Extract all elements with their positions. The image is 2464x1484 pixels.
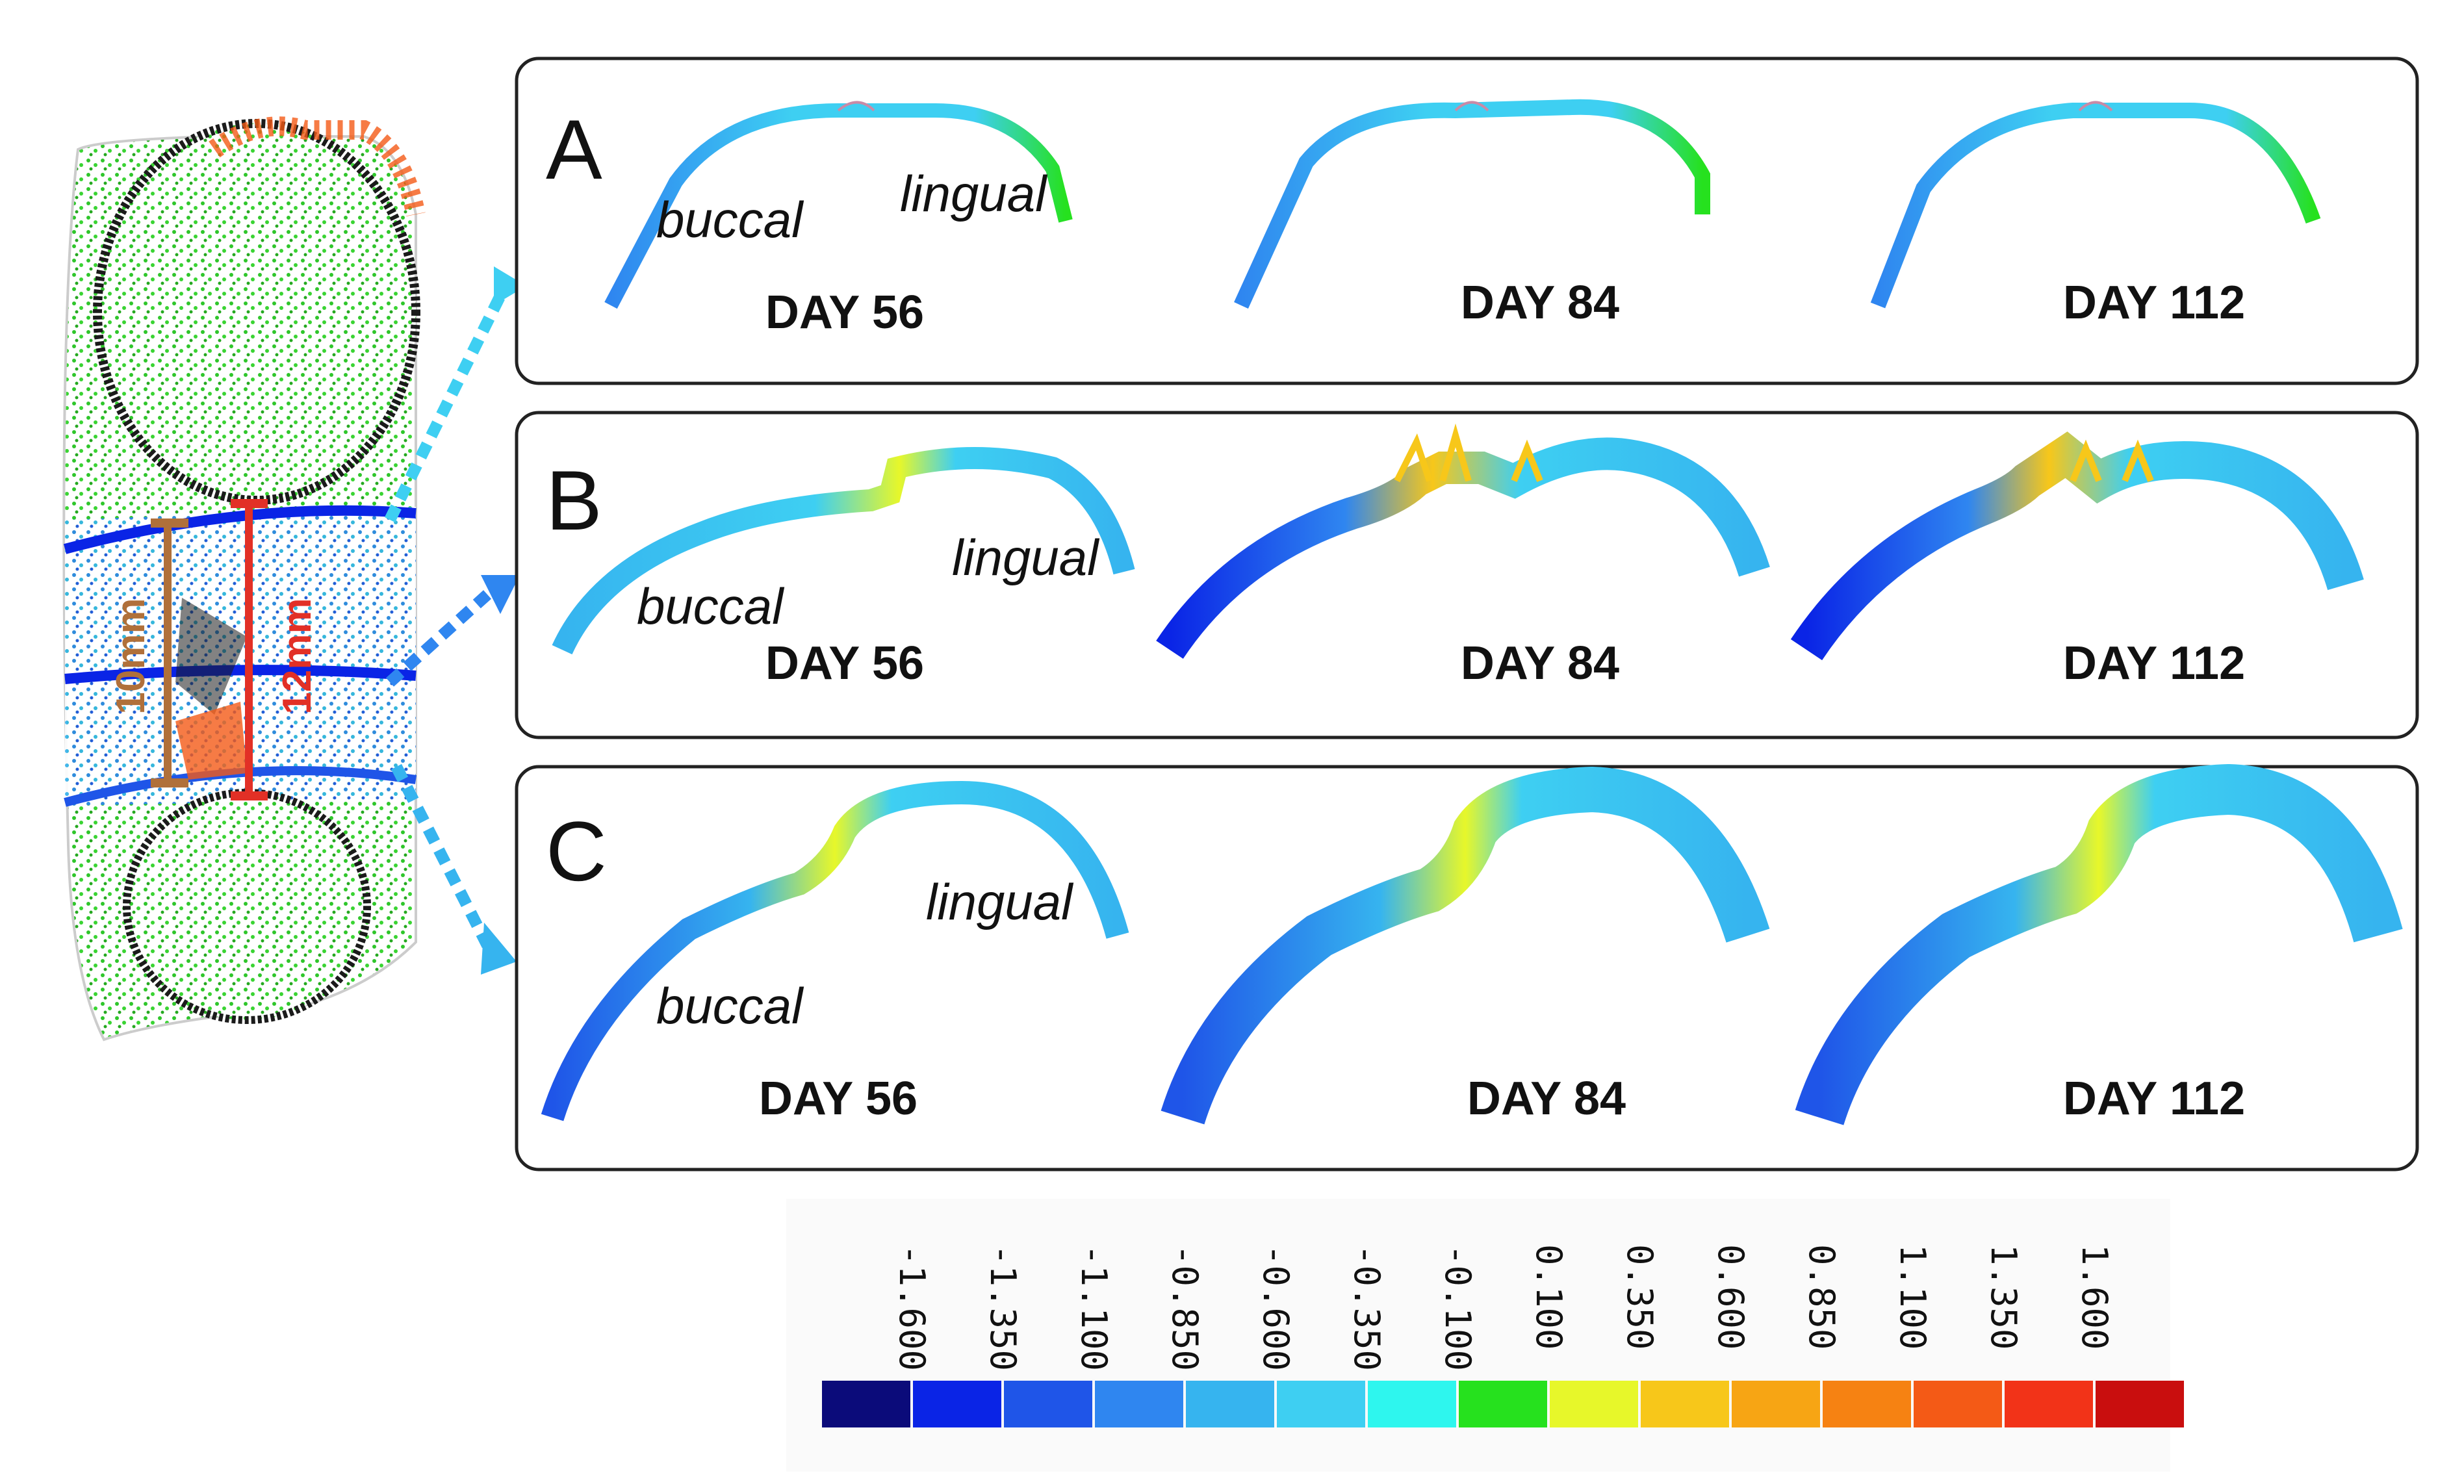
day-label-a-3: DAY 112 [2063,277,2245,329]
day-label-a-2: DAY 84 [1461,277,1619,329]
day-label-c-3: DAY 112 [2063,1073,2245,1125]
colorbar-tick-label: -0.100 [1437,1244,1478,1371]
panel-letter-c: C [546,804,607,899]
colorbar-tick-label: 0.100 [1528,1244,1569,1350]
colorbar-tick-label: -1.100 [1073,1244,1114,1371]
colorbar-tick-label: 1.100 [1892,1244,1933,1350]
panel-letter-b: B [546,453,602,548]
day-label-b-1: DAY 56 [765,637,924,689]
label-lingual-c: lingual [926,873,1074,930]
label-lingual-a: lingual [900,165,1048,222]
label-buccal-a: buccal [656,191,804,248]
day-label-c-2: DAY 84 [1467,1073,1626,1125]
colorbar-swatch [1732,1381,1820,1427]
connector-arrows [384,266,526,975]
colorbar-swatch [1095,1381,1183,1427]
colorbar-tick-label: -0.850 [1164,1244,1205,1371]
day-label-a-1: DAY 56 [765,287,924,339]
colorbar: -1.600 -1.350 -1.100 -0.850 -0.600 -0.350 -0.1… [786,1199,2184,1472]
colorbar-tick-label: -0.350 [1346,1244,1387,1371]
colorbar-tick-label: 0.600 [1710,1244,1751,1350]
colorbar-swatch [1914,1381,2002,1427]
day-label-c-1: DAY 56 [759,1073,918,1125]
panel-a: A buccal lingual DAY 56 DAY 84 DAY 112 [515,57,2419,385]
label-lingual-b: lingual [952,529,1100,586]
measurement-10mm: 10mm [109,518,188,787]
specimen-pointcloud [62,116,426,1042]
measurement-12mm: 12mm [231,499,320,800]
colorbar-swatch [1186,1381,1274,1427]
colorbar-tick-label: 0.850 [1801,1244,1842,1350]
day-label-b-2: DAY 84 [1461,637,1619,689]
panel-c: C buccal lingual DAY 56 DAY 84 DAY 112 [515,763,2419,1171]
label-12mm: 12mm [275,598,320,714]
colorbar-swatch [1004,1381,1092,1427]
colorbar-tick-label: 0.350 [1619,1244,1660,1350]
label-buccal-b: buccal [637,578,785,635]
colorbar-swatch [1823,1381,1911,1427]
day-label-b-3: DAY 112 [2063,637,2245,689]
colorbar-swatch [1277,1381,1365,1427]
colorbar-tick-label: -0.600 [1255,1244,1296,1371]
colorbar-tick-label: 1.350 [1983,1244,2024,1350]
panel-letter-a: A [546,102,602,197]
colorbar-swatch [1368,1381,1456,1427]
colorbar-swatch [2005,1381,2093,1427]
colorbar-tick-label: 1.600 [2074,1244,2115,1350]
label-buccal-c: buccal [656,977,804,1034]
colorbar-swatch [1459,1381,1547,1427]
colorbar-swatch [822,1381,910,1427]
colorbar-swatch [1641,1381,1729,1427]
colorbar-swatch [2096,1381,2184,1427]
colorbar-tick-label: -1.600 [892,1244,932,1371]
colorbar-swatch [1550,1381,1638,1427]
colorbar-tick-label: -1.350 [982,1244,1023,1371]
colorbar-ticks: -1.600 -1.350 -1.100 -0.850 -0.600 -0.350 -0.1… [892,1244,2115,1371]
colorbar-swatch [913,1381,1001,1427]
label-10mm: 10mm [109,598,153,714]
panel-b: B buccal lingual DAY 56 DAY 84 DAY 112 [515,411,2419,739]
colorbar-swatches [822,1381,2184,1427]
